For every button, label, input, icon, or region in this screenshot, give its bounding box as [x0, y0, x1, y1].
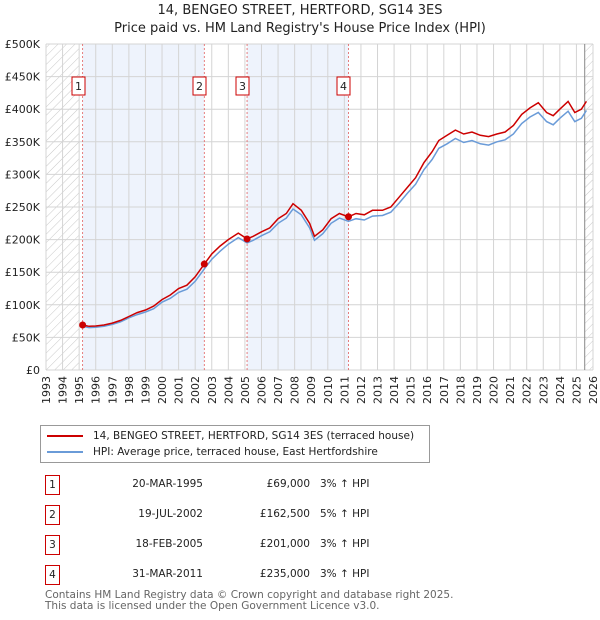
hpi-line	[82, 110, 588, 329]
sale-marker-box	[192, 76, 207, 96]
sale-row: 2 19-JUL-2002 £162,500 5% ↑ HPI	[45, 505, 425, 525]
x-tick-label: 2009	[305, 376, 318, 404]
x-tick-label: 2015	[405, 376, 418, 404]
sale-row: 3 18-FEB-2005 £201,000 3% ↑ HPI	[45, 535, 425, 555]
sale-marker-number: 1	[75, 80, 82, 93]
sale-point	[200, 260, 208, 268]
x-tick-label: 2013	[372, 376, 385, 404]
sale-row: 4 31-MAR-2011 £235,000 3% ↑ HPI	[45, 565, 425, 585]
y-tick-label: £0	[26, 364, 40, 377]
x-tick-label: 1998	[123, 376, 136, 404]
y-tick-label: £450K	[5, 71, 41, 84]
legend-label-property: 14, BENGEO STREET, HERTFORD, SG14 3ES (t…	[93, 430, 415, 442]
sale-marker-number: 3	[239, 80, 246, 93]
sale-price: £235,000	[259, 568, 310, 580]
sale-hpi-diff: 3% ↑ HPI	[320, 538, 370, 550]
sale-hpi-diff: 3% ↑ HPI	[320, 478, 370, 490]
sale-point	[243, 235, 251, 243]
sale-number-badge: 4	[45, 565, 60, 585]
sale-price: £69,000	[266, 478, 310, 490]
sale-hpi-diff: 3% ↑ HPI	[320, 568, 370, 580]
x-tick-label: 2026	[587, 376, 600, 404]
x-tick-label: 2011	[338, 376, 351, 404]
sale-date: 18-FEB-2005	[135, 538, 203, 550]
y-tick-label: £150K	[5, 266, 41, 279]
x-tick-label: 2016	[421, 376, 434, 404]
legend: 14, BENGEO STREET, HERTFORD, SG14 3ES (t…	[40, 425, 430, 463]
x-tick-label: 2012	[355, 376, 368, 404]
x-tick-label: 1994	[57, 376, 70, 404]
y-tick-label: £350K	[5, 136, 41, 149]
x-tick-label: 2021	[504, 376, 517, 404]
footer-copyright: Contains HM Land Registry data © Crown c…	[45, 589, 454, 601]
x-tick-label: 2008	[289, 376, 302, 404]
x-tick-label: 2001	[173, 376, 186, 404]
x-tick-label: 2025	[570, 376, 583, 404]
sale-number-badge: 2	[45, 505, 60, 525]
red-line-swatch	[47, 435, 83, 437]
x-tick-label: 2019	[471, 376, 484, 404]
x-tick-label: 1997	[106, 376, 119, 404]
chart-title: 14, BENGEO STREET, HERTFORD, SG14 3ES	[157, 3, 443, 18]
price-chart: 1993 1994 1995 1996 1997 1998 1999 2000 2001 2002…	[5, 38, 600, 404]
sale-point	[79, 321, 87, 329]
x-tick-label: 1999	[139, 376, 152, 404]
legend-item-property: 14, BENGEO STREET, HERTFORD, SG14 3ES (t…	[47, 430, 414, 442]
x-tick-label: 2022	[521, 376, 534, 404]
x-tick-label: 2020	[488, 376, 501, 404]
blue-line-swatch	[47, 451, 83, 453]
footer: Contains HM Land Registry data © Crown c…	[45, 590, 453, 612]
sale-marker-number: 4	[340, 80, 347, 93]
property-price-line	[82, 100, 588, 328]
sale-price: £201,000	[259, 538, 310, 550]
chart-subtitle: Price paid vs. HM Land Registry's House …	[114, 21, 486, 36]
x-tick-label: 2002	[189, 376, 202, 404]
x-tick-label: 2003	[206, 376, 219, 404]
sale-marker-box	[235, 76, 250, 96]
x-tick-label: 2014	[388, 376, 401, 404]
legend-item-hpi: HPI: Average price, terraced house, East…	[47, 446, 378, 458]
y-tick-label: £250K	[5, 201, 41, 214]
footer-licence: This data is licensed under the Open Gov…	[45, 600, 380, 612]
sale-hpi-diff: 5% ↑ HPI	[320, 508, 370, 520]
sale-date: 19-JUL-2002	[138, 508, 203, 520]
x-tick-label: 2000	[156, 376, 169, 404]
y-tick-label: £200K	[5, 234, 41, 247]
sale-marker-box	[336, 76, 351, 96]
y-tick-label: £400K	[5, 103, 41, 116]
x-tick-label: 2024	[554, 376, 567, 404]
sale-price: £162,500	[259, 508, 310, 520]
y-tick-label: £50K	[12, 331, 41, 344]
x-tick-label: 1993	[40, 376, 53, 404]
x-tick-label: 2007	[272, 376, 285, 404]
x-tick-label: 2004	[222, 376, 235, 404]
sale-date: 20-MAR-1995	[132, 478, 203, 490]
sale-number-badge: 1	[45, 475, 60, 495]
x-tick-label: 2018	[454, 376, 467, 404]
legend-label-hpi: HPI: Average price, terraced house, East…	[93, 446, 378, 458]
x-tick-label: 2005	[239, 376, 252, 404]
x-tick-label: 2017	[438, 376, 451, 404]
y-tick-label: £300K	[5, 168, 41, 181]
x-tick-label: 1995	[73, 376, 86, 404]
sale-row: 1 20-MAR-1995 £69,000 3% ↑ HPI	[45, 475, 425, 495]
sale-number-badge: 3	[45, 535, 60, 555]
x-tick-label: 1996	[90, 376, 103, 404]
x-tick-label: 2006	[255, 376, 268, 404]
x-tick-label: 2023	[537, 376, 550, 404]
sale-marker-number: 2	[196, 80, 203, 93]
sale-point	[345, 213, 353, 221]
y-tick-label: £500K	[5, 38, 41, 51]
x-tick-label: 2010	[322, 376, 335, 404]
y-tick-label: £100K	[5, 299, 41, 312]
sale-marker-box	[71, 76, 86, 96]
sale-date: 31-MAR-2011	[132, 568, 203, 580]
